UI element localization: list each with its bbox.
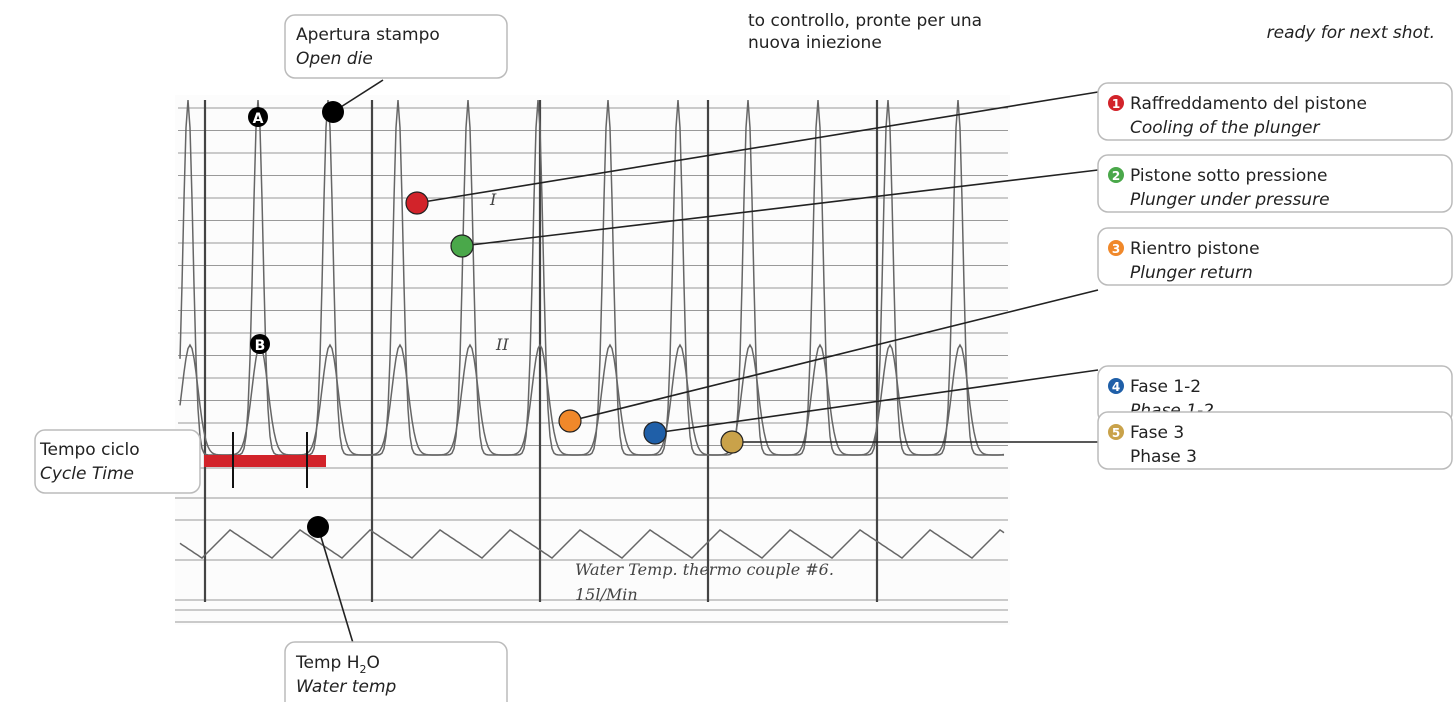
callout-title: Apertura stampo	[296, 25, 440, 45]
callout-subtitle: Water temp	[296, 677, 396, 697]
callout-subtitle: Open die	[296, 49, 373, 69]
callout-title: Tempo ciclo	[39, 440, 140, 460]
callout-subtitle: Plunger return	[1130, 263, 1253, 283]
callout-title: Fase 3	[1130, 423, 1184, 443]
step-number: 2	[1112, 169, 1120, 183]
callout-subtitle: Cycle Time	[40, 464, 134, 484]
marker-label: B	[255, 338, 266, 354]
step-number: 1	[1112, 97, 1120, 111]
callout-subtitle: Plunger under pressure	[1130, 190, 1330, 210]
callout-subtitle: Phase 3	[1130, 447, 1197, 467]
scan-note: Water Temp. thermo couple #6.	[575, 560, 834, 579]
step-dot	[451, 235, 473, 257]
header-text: to controllo, pronte per una	[748, 11, 982, 31]
step-dot	[721, 431, 743, 453]
marker-dot	[307, 516, 329, 538]
callout-title: Fase 1-2	[1130, 377, 1201, 397]
marker-dot	[322, 101, 344, 123]
marker-label: A	[253, 111, 264, 127]
callout-subtitle: Cooling of the plunger	[1130, 118, 1320, 138]
header-text: ready for next shot.	[1267, 23, 1435, 43]
step-number: 5	[1112, 426, 1120, 440]
header-text: nuova iniezione	[748, 33, 882, 53]
title-part: O	[367, 653, 380, 673]
step-dot	[559, 410, 581, 432]
title-sub: 2	[360, 663, 367, 676]
step-number: 4	[1112, 380, 1120, 394]
callout-title: Pistone sotto pressione	[1130, 166, 1328, 186]
scan-note: 15l/Min	[575, 585, 638, 604]
scan-note: I	[489, 190, 497, 209]
diagram: IIIWater Temp. thermo couple #6.15l/Min …	[0, 0, 1454, 702]
scan-note: II	[495, 335, 509, 354]
callout-title: Rientro pistone	[1130, 239, 1260, 259]
callout-title: Raffreddamento del pistone	[1130, 94, 1367, 114]
callout-title: Temp H2O	[295, 653, 380, 676]
step-dot	[644, 422, 666, 444]
step-dot	[406, 192, 428, 214]
step-number: 3	[1112, 242, 1120, 256]
title-part: Temp H	[295, 653, 360, 673]
